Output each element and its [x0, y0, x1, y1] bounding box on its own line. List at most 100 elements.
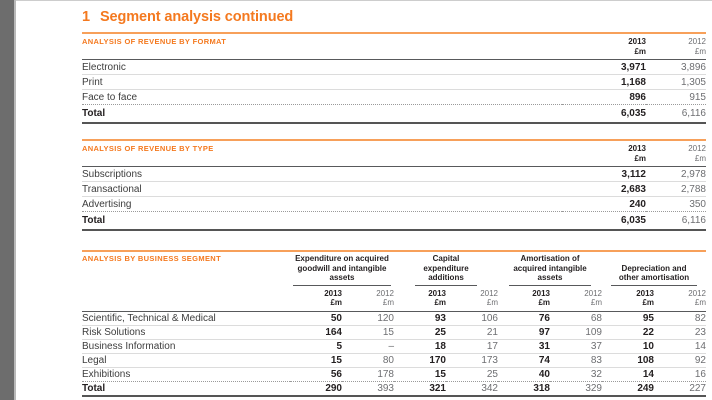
cell-value: 108	[602, 353, 654, 368]
cell-value: 342	[446, 381, 498, 397]
cell-value: 109	[550, 325, 602, 340]
cell-value: 18	[394, 339, 446, 354]
column-header-2013: 2013 £m	[562, 34, 646, 60]
year-label: 2013	[636, 288, 654, 298]
cell-value: 290	[290, 381, 342, 397]
table-header-row: ANALYSIS OF REVENUE BY TYPE 2013 £m 2012 £…	[82, 141, 706, 167]
year-label: 2013	[628, 144, 646, 153]
year-label: 2013	[532, 288, 550, 298]
column-header-2012: 2012 £m	[654, 285, 706, 312]
column-header-2013: 2013 £m	[498, 285, 550, 312]
table-row: Subscriptions 3,112 2,978	[82, 166, 706, 182]
cell-value: 15	[342, 325, 394, 340]
cell-2013: 3,112	[562, 166, 646, 182]
column-header-2013: 2013 £m	[290, 285, 342, 312]
table-row: Business Information 5 – 18 17 31 37 10 …	[82, 339, 706, 354]
column-header-2013: 2013 £m	[602, 285, 654, 312]
cell-value: 321	[394, 381, 446, 397]
column-header-2012: 2012 £m	[342, 285, 394, 312]
row-label: Scientific, Technical & Medical	[82, 311, 290, 326]
unit-label: £m	[330, 298, 342, 307]
cell-2013: 6,035	[562, 211, 646, 231]
row-label: Face to face	[82, 89, 562, 105]
table-row: Advertising 240 350	[82, 196, 706, 212]
table-header-row: ANALYSIS OF REVENUE BY FORMAT 2013 £m 201…	[82, 34, 706, 60]
row-label: Transactional	[82, 181, 562, 197]
year-label: 2013	[428, 288, 446, 298]
cell-value: 5	[290, 339, 342, 354]
revenue-by-format-table: ANALYSIS OF REVENUE BY FORMAT 2013 £m 201…	[82, 32, 706, 124]
table-row: Transactional 2,683 2,788	[82, 181, 706, 197]
row-label: Total	[82, 104, 562, 124]
cell-value: 15	[290, 353, 342, 368]
column-header-2012: 2012 £m	[446, 285, 498, 312]
cell-value: 15	[394, 367, 446, 382]
cell-2012: 2,788	[646, 181, 706, 197]
total-row: Total 6,035 6,116	[82, 104, 706, 124]
report-page: 1 Segment analysis continued ANALYSIS OF …	[82, 0, 706, 397]
cell-value: 14	[602, 367, 654, 382]
cell-2012: 3,896	[646, 59, 706, 75]
cell-value: 37	[550, 339, 602, 354]
cell-value: 173	[446, 353, 498, 368]
unit-label: £m	[590, 298, 602, 307]
column-header-2012: 2012 £m	[646, 141, 706, 167]
cell-2012: 6,116	[646, 104, 706, 124]
table-row: Electronic 3,971 3,896	[82, 59, 706, 75]
cell-value: 21	[446, 325, 498, 340]
group-title: Capital expenditure additions	[415, 254, 477, 286]
column-header-2013: 2013 £m	[394, 285, 446, 312]
cell-value: 74	[498, 353, 550, 368]
business-segment-table: ANALYSIS BY BUSINESS SEGMENT Expenditure…	[82, 250, 706, 397]
cell-value: 16	[654, 367, 706, 382]
cell-value: 249	[602, 381, 654, 397]
section-title-text: Segment analysis continued	[99, 9, 294, 25]
cell-value: 31	[498, 339, 550, 354]
cell-2012: 350	[646, 196, 706, 212]
cell-value: 164	[290, 325, 342, 340]
group-title: Depreciation and other amortisation	[611, 264, 697, 286]
cell-value: 393	[342, 381, 394, 397]
year-label: 2012	[480, 288, 498, 298]
unit-label: £m	[642, 298, 654, 307]
row-label: Advertising	[82, 196, 562, 212]
cell-value: 10	[602, 339, 654, 354]
group-header-amortisation: Amortisation of acquired intangible asse…	[498, 252, 602, 286]
year-label: 2013	[628, 37, 646, 46]
cell-2013: 3,971	[562, 59, 646, 75]
cell-value: 95	[602, 311, 654, 326]
cell-value: 120	[342, 311, 394, 326]
cell-value: 25	[394, 325, 446, 340]
cell-value: 170	[394, 353, 446, 368]
page-edge-strip	[0, 0, 16, 400]
cell-value: 14	[654, 339, 706, 354]
page-title: 1 Segment analysis continued	[82, 9, 706, 25]
year-label: 2012	[688, 144, 706, 153]
row-label: Business Information	[82, 339, 290, 354]
cell-value: 97	[498, 325, 550, 340]
section-label-revenue-by-type: ANALYSIS OF REVENUE BY TYPE	[82, 141, 562, 167]
section-label-revenue-by-format: ANALYSIS OF REVENUE BY FORMAT	[82, 34, 562, 60]
unit-label: £m	[694, 46, 706, 56]
row-label: Total	[82, 211, 562, 231]
cell-value: 83	[550, 353, 602, 368]
unit-label: £m	[486, 298, 498, 307]
unit-label: £m	[538, 298, 550, 307]
cell-value: –	[342, 339, 394, 354]
unit-label: £m	[634, 46, 646, 56]
year-label: 2012	[376, 288, 394, 298]
cell-value: 40	[498, 367, 550, 382]
table-row: Scientific, Technical & Medical 50 120 9…	[82, 311, 706, 326]
column-header-2012: 2012 £m	[646, 34, 706, 60]
revenue-by-type-table: ANALYSIS OF REVENUE BY TYPE 2013 £m 2012 £…	[82, 139, 706, 231]
year-label: 2012	[688, 288, 706, 298]
unit-label: £m	[382, 298, 394, 307]
cell-value: 25	[446, 367, 498, 382]
group-header-goodwill: Expenditure on acquired goodwill and int…	[290, 252, 394, 286]
column-header-2012: 2012 £m	[550, 285, 602, 312]
cell-2013: 2,683	[562, 181, 646, 197]
group-title: Amortisation of acquired intangible asse…	[509, 254, 591, 286]
cell-value: 23	[654, 325, 706, 340]
unit-label: £m	[434, 298, 446, 307]
year-label: 2012	[584, 288, 602, 298]
